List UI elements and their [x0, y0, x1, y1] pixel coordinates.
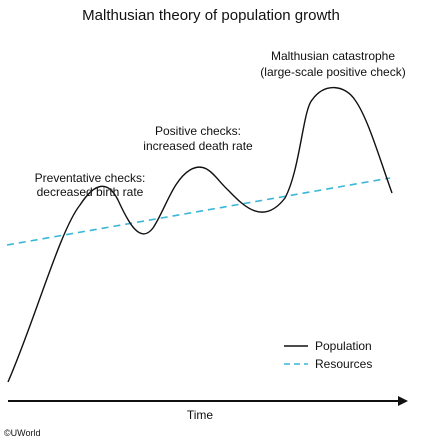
legend: Population Resources [284, 339, 372, 371]
preventative-checks-label: Preventative checks: [35, 171, 146, 185]
positive-checks-sublabel: increased death rate [143, 139, 253, 153]
time-axis-arrowhead-icon [398, 396, 408, 406]
catastrophe-sublabel: (large-scale positive check) [260, 65, 405, 79]
legend-population-label: Population [315, 339, 372, 353]
time-axis-label: Time [187, 408, 214, 422]
resources-line [6, 177, 391, 246]
positive-checks-label: Positive checks: [155, 124, 241, 138]
diagram-title: Malthusian theory of population growth [82, 7, 340, 24]
copyright: ©UWorld [4, 428, 40, 438]
legend-resources-label: Resources [315, 357, 372, 371]
catastrophe-label: Malthusian catastrophe [271, 49, 395, 63]
preventative-checks-sublabel: decreased birth rate [37, 185, 144, 199]
population-curve [7, 86, 393, 383]
